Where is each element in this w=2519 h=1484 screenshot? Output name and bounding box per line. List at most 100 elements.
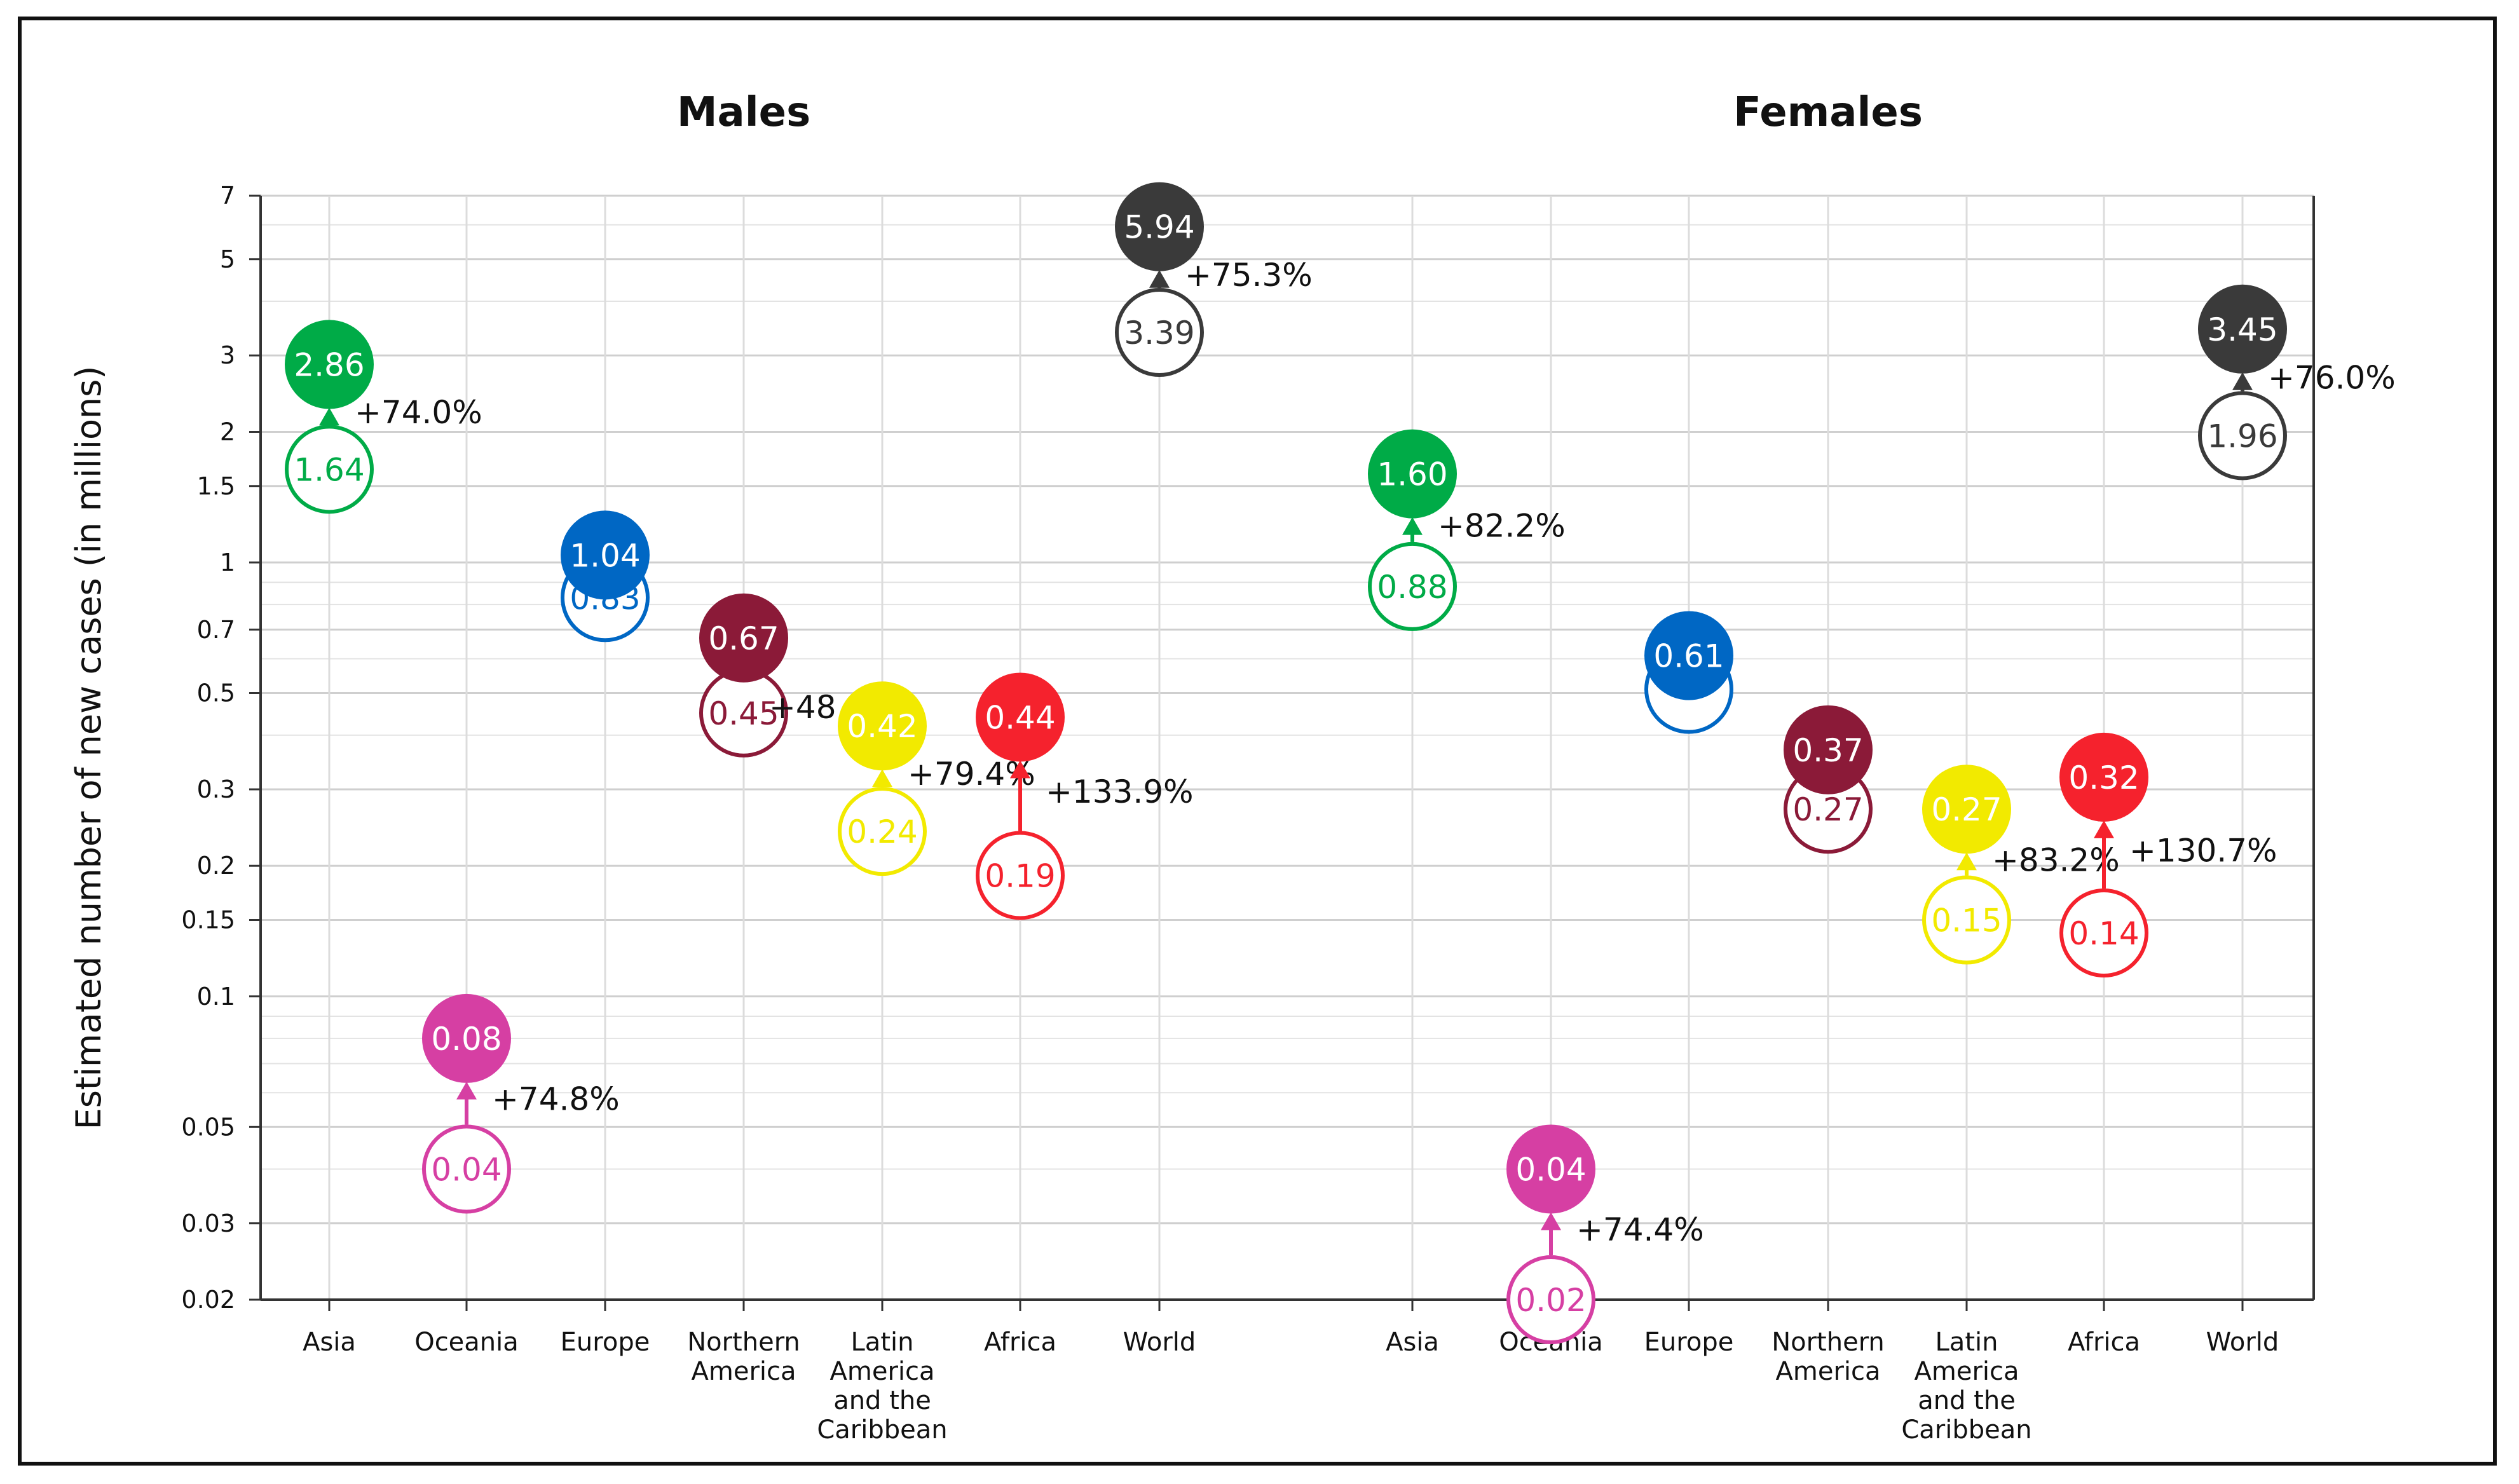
x-tick-label-females-europe: Europe: [1644, 1328, 1734, 1357]
x-tick-label-males-northern-america: America: [692, 1357, 796, 1386]
y-tick-label-0-7: 0.7: [197, 616, 235, 644]
change-arrowhead-males-asia: [319, 407, 339, 426]
y-tick-label-1-5: 1.5: [197, 472, 235, 500]
percent-change-females-world: +76.0%: [2268, 360, 2396, 397]
value-label-current-females-oceania: 0.02: [1515, 1282, 1586, 1319]
value-label-current-females-africa: 0.14: [2068, 915, 2139, 952]
percent-change-females-oceania: +74.4%: [1576, 1211, 1704, 1248]
marker-current-males-africa: [976, 831, 1065, 920]
x-tick-label-males-oceania: Oceania: [414, 1328, 519, 1357]
value-label-projected-males-europe: 1.04: [570, 537, 640, 574]
value-label-current-females-latin-america-and-the-caribbean: 0.15: [1931, 902, 2002, 939]
x-tick-label-females-world: World: [2206, 1328, 2279, 1357]
marker-projected-males-oceania: [422, 993, 511, 1083]
x-tick-label-males-europe: Europe: [561, 1328, 650, 1357]
marker-current-females-latin-america-and-the-caribbean: [1922, 875, 2011, 965]
marker-projected-females-world: [2198, 284, 2287, 374]
x-tick-label-males-world: World: [1123, 1328, 1196, 1357]
change-arrowhead-males-oceania: [456, 1081, 477, 1099]
value-label-projected-females-latin-america-and-the-caribbean: 0.27: [1931, 791, 2002, 828]
percent-change-females-asia: +82.2%: [1438, 507, 1566, 544]
y-axis-label: Estimated number of new cases (in millio…: [69, 366, 109, 1130]
marker-projected-males-europe: [561, 510, 650, 600]
value-label-current-males-oceania: 0.04: [431, 1151, 502, 1188]
marker-current-males-asia: [285, 425, 374, 514]
y-tick-label-2: 2: [220, 418, 235, 446]
marker-projected-females-northern-america: [1784, 705, 1873, 794]
chart-frame: [18, 17, 2497, 1466]
value-label-projected-males-world: 5.94: [1124, 209, 1194, 246]
percent-change-males-asia: +74.0%: [355, 394, 482, 431]
marker-current-females-asia: [1368, 541, 1457, 631]
marker-current-females-world: [2198, 391, 2287, 480]
y-tick-label-7: 7: [220, 182, 235, 210]
value-label-current-females-asia: 0.88: [1377, 569, 1447, 606]
change-arrowhead-males-latin-america-and-the-caribbean: [872, 769, 892, 787]
panel-title-males: Males: [677, 89, 810, 136]
y-tick-label-5: 5: [220, 245, 235, 273]
marker-current-males-oceania: [422, 1124, 511, 1214]
change-arrowhead-females-latin-america-and-the-caribbean: [1956, 852, 1977, 871]
marker-current-males-latin-america-and-the-caribbean: [838, 787, 927, 876]
x-tick-label-males-northern-america: Northern: [687, 1328, 800, 1357]
value-label-projected-males-oceania: 0.08: [431, 1021, 502, 1058]
marker-current-females-oceania: [1506, 1255, 1595, 1344]
y-tick-label-0-1: 0.1: [197, 983, 235, 1011]
marker-projected-females-asia: [1368, 429, 1457, 519]
value-label-current-females-northern-america: 0.27: [1792, 791, 1863, 828]
marker-current-males-world: [1115, 288, 1204, 378]
change-arrowhead-females-africa: [2094, 820, 2114, 838]
marker-projected-females-europe: [1644, 611, 1733, 700]
x-tick-label-females-northern-america: America: [1776, 1357, 1881, 1386]
percent-change-females-africa: +130.7%: [2129, 832, 2277, 869]
value-label-current-females-world: 1.96: [2207, 418, 2277, 454]
y-tick-label-0-05: 0.05: [181, 1113, 235, 1141]
value-label-current-males-africa: 0.19: [985, 857, 1055, 894]
value-label-projected-females-northern-america: 0.37: [1792, 732, 1863, 769]
x-tick-label-males-latin-america-and-the-caribbean: America: [830, 1357, 935, 1386]
percent-change-males-africa: +133.9%: [1046, 773, 1194, 810]
value-label-current-males-world: 3.39: [1124, 315, 1194, 351]
value-label-projected-males-latin-america-and-the-caribbean: 0.42: [847, 708, 917, 745]
y-tick-label-0-5: 0.5: [197, 679, 235, 707]
marker-current-females-africa: [2059, 888, 2148, 977]
y-tick-label-0-03: 0.03: [181, 1209, 235, 1237]
marker-projected-females-africa: [2059, 732, 2148, 822]
marker-projected-males-asia: [285, 320, 374, 409]
value-label-current-males-northern-america: 0.45: [708, 695, 779, 732]
x-tick-label-males-africa: Africa: [984, 1328, 1056, 1357]
x-tick-label-males-latin-america-and-the-caribbean: Latin: [851, 1328, 914, 1357]
x-tick-label-males-latin-america-and-the-caribbean: Caribbean: [817, 1415, 947, 1445]
change-arrowhead-males-world: [1149, 269, 1170, 288]
change-arrowhead-males-africa: [1010, 760, 1030, 779]
x-tick-label-females-asia: Asia: [1386, 1328, 1439, 1357]
change-arrowhead-females-asia: [1402, 517, 1423, 535]
marker-projected-males-northern-america: [699, 593, 788, 683]
value-label-projected-females-oceania: 0.04: [1515, 1151, 1586, 1188]
percent-change-males-oceania: +74.8%: [492, 1081, 620, 1118]
value-label-projected-males-asia: 2.86: [294, 346, 364, 383]
marker-projected-males-world: [1115, 182, 1204, 271]
x-tick-label-females-latin-america-and-the-caribbean: America: [1915, 1357, 2019, 1386]
x-tick-label-females-africa: Africa: [2068, 1328, 2140, 1357]
x-tick-label-females-latin-america-and-the-caribbean: and the: [1918, 1386, 2016, 1415]
panel-title-females: Females: [1733, 89, 1923, 136]
x-tick-label-females-latin-america-and-the-caribbean: Latin: [1935, 1328, 1998, 1357]
marker-projected-females-oceania: [1506, 1124, 1595, 1214]
value-label-projected-males-africa: 0.44: [985, 699, 1055, 736]
marker-projected-females-latin-america-and-the-caribbean: [1922, 765, 2011, 854]
value-label-projected-females-europe: 0.61: [1653, 638, 1724, 675]
y-tick-label-3: 3: [220, 341, 235, 369]
y-tick-label-1: 1: [220, 548, 235, 576]
value-label-projected-females-africa: 0.32: [2068, 759, 2139, 796]
marker-projected-males-africa: [976, 672, 1065, 762]
x-tick-label-males-asia: Asia: [303, 1328, 356, 1357]
y-tick-label-0-15: 0.15: [181, 906, 235, 934]
value-label-projected-males-northern-america: 0.67: [708, 620, 779, 657]
value-label-current-males-asia: 1.64: [294, 451, 364, 488]
value-label-current-males-latin-america-and-the-caribbean: 0.24: [847, 813, 917, 850]
value-label-projected-females-world: 3.45: [2207, 311, 2277, 348]
y-tick-label-0-3: 0.3: [197, 775, 235, 803]
change-arrowhead-females-oceania: [1541, 1212, 1561, 1230]
